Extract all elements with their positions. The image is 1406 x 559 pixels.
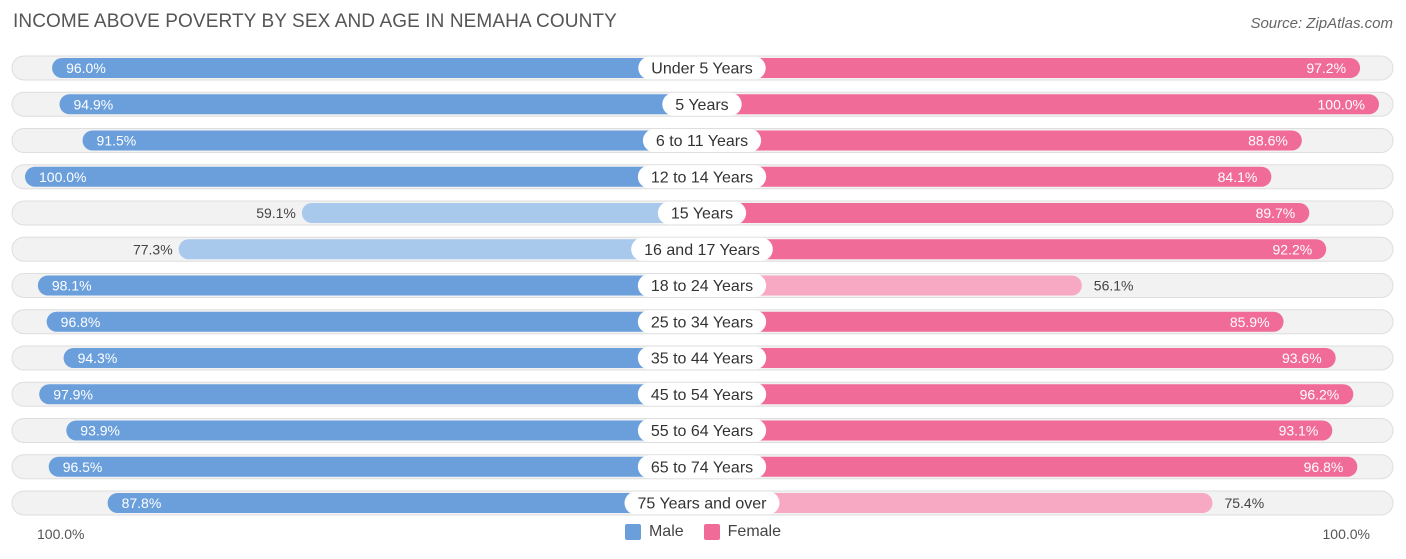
butterfly-bar-chart: 96.0% 97.2% Under 5 Years 94.9% 100.0% 5 Year… [11,55,1394,516]
male-bar [82,130,703,151]
category-label: 18 to 24 Years [651,278,753,295]
legend-swatch-male [624,524,641,540]
female-value-label: 97.2% [1306,60,1346,76]
category-pill [637,274,767,297]
axis-right-label: 100.0% [1322,526,1370,542]
category-label: 55 to 64 Years [651,423,753,440]
female-bar [702,239,1327,260]
legend: Male Female [0,523,1406,541]
category-label: 65 to 74 Years [651,459,753,476]
legend-label-male: Male [648,523,684,540]
male-bar [48,456,702,477]
legend-label-female: Female [727,523,782,540]
female-bar [702,384,1354,405]
female-value-label: 93.6% [1282,350,1322,366]
male-value-label: 93.9% [80,423,120,439]
female-value-label: 84.1% [1218,169,1258,185]
female-bar [702,493,1213,513]
category-label: 15 Years [671,206,733,223]
category-pill [638,56,766,80]
male-bar [59,94,703,115]
male-bar [178,239,702,260]
female-bar [702,203,1310,223]
female-bar [702,275,1082,296]
category-label: 25 to 34 Years [651,314,753,331]
male-bar [39,384,703,405]
legend-item-female[interactable]: Female [703,523,782,541]
female-value-label: 96.2% [1300,386,1340,402]
category-label: 6 to 11 Years [656,133,748,150]
female-value-label: 88.6% [1248,133,1288,149]
chart-title: INCOME ABOVE POVERTY BY SEX AND AGE IN N… [13,11,617,32]
male-bar [63,348,703,368]
male-value-label: 100.0% [39,169,86,185]
category-label: 35 to 44 Years [651,351,753,368]
axis-left-label: 100.0% [37,526,85,542]
source-label: Source: ZipAtlas.com [1250,15,1393,32]
legend-swatch-female [703,524,720,540]
male-value-label: 97.9% [53,386,93,402]
male-bar [52,58,702,78]
male-value-label: 94.9% [74,96,114,112]
female-value-label: 93.1% [1279,423,1319,439]
category-pill [662,92,742,116]
male-bar [46,311,702,332]
category-label: 12 to 14 Years [651,169,753,186]
female-bar [702,166,1272,187]
category-label: 45 to 54 Years [651,387,753,404]
category-pill [637,455,767,479]
male-bar [37,275,703,296]
category-pill [642,129,762,152]
category-pill [637,310,767,334]
male-value-label: 96.5% [63,459,103,475]
female-bar [702,311,1284,332]
male-value-label: 96.8% [61,314,101,330]
category-pill [657,201,747,225]
male-value-label: 98.1% [52,278,92,294]
category-label: 16 and 17 Years [644,242,760,259]
category-label: Under 5 Years [651,61,752,78]
female-value-label: 89.7% [1256,205,1296,221]
category-pill [637,346,767,370]
male-value-label: 77.3% [133,241,173,257]
female-value-label: 75.4% [1224,495,1264,511]
legend-item-male[interactable]: Male [624,523,684,541]
category-pill [631,237,773,261]
male-bar [301,203,702,223]
male-value-label: 94.3% [78,350,118,366]
category-pill [637,419,767,442]
female-bar [702,420,1333,441]
male-value-label: 91.5% [97,133,137,149]
female-bar [702,348,1336,368]
female-bar [702,130,1302,151]
female-bar [702,58,1361,78]
male-value-label: 87.8% [122,495,162,511]
female-value-label: 96.8% [1304,459,1344,475]
male-value-label: 59.1% [256,205,296,221]
male-value-label: 96.0% [66,60,106,76]
female-value-label: 85.9% [1230,314,1270,330]
female-bar [702,94,1379,115]
category-label: 5 Years [675,97,728,114]
male-bar [107,493,703,513]
category-pill [637,382,767,406]
male-bar [66,420,702,441]
female-value-label: 100.0% [1318,96,1365,112]
category-pill [624,491,780,515]
male-bar [25,166,702,187]
female-value-label: 56.1% [1094,278,1134,294]
female-bar [702,456,1358,477]
category-label: 75 Years and over [638,496,768,513]
female-value-label: 92.2% [1272,241,1312,257]
category-pill [637,165,767,189]
